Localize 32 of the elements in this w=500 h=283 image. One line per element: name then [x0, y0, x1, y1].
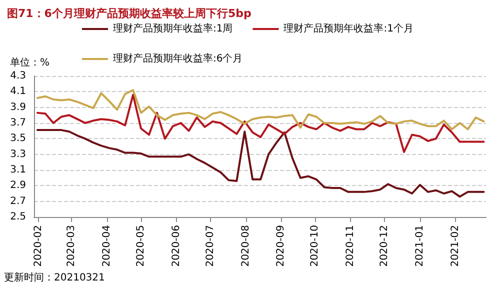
x-tick-label: 2020-07: [204, 225, 216, 267]
legend-label: 理财产品预期年收益率:6个月: [113, 52, 243, 64]
chart-title: 图71：6个月理财产品预期收益率较上周下行5bp: [7, 7, 252, 20]
x-tick-label: 2020-12: [379, 225, 390, 267]
y-tick-label: 3.1: [10, 164, 26, 176]
line-series: [36, 129, 485, 198]
x-tick-label: 2020-08: [240, 225, 252, 267]
legend-label: 理财产品预期年收益率:1个月: [284, 22, 414, 34]
x-tick-label: 2020-10: [310, 225, 321, 267]
x-tick-label: 2021-01: [414, 225, 426, 267]
x-tick-label: 2020-02: [33, 225, 44, 267]
y-tick-label: 2.5: [10, 212, 26, 222]
x-tick-label: 2020-03: [66, 225, 78, 267]
x-tick-label: 2021-02: [450, 225, 461, 267]
y-tick-label: 3.5: [10, 133, 26, 144]
x-tick-label: 2020-06: [170, 225, 182, 267]
y-tick-label: 3.7: [10, 118, 26, 128]
line-series: [36, 94, 485, 153]
y-tick-label: 4.1: [10, 86, 26, 98]
text: 更新时间：20210321: [4, 272, 105, 283]
y-axis-title: 单位：%: [10, 56, 50, 68]
legend-label: 理财产品预期年收益率:1周: [113, 22, 233, 34]
x-tick-label: 2020-11: [345, 225, 356, 267]
line-series: [36, 89, 485, 130]
y-tick-label: 2.9: [10, 180, 26, 192]
y-tick-label: 3.3: [10, 148, 26, 160]
x-tick-label: 2020-05: [136, 225, 147, 267]
x-tick-label: 2020-04: [101, 225, 112, 267]
y-tick-label: 3.9: [10, 102, 26, 113]
x-tick-label: 2020-09: [276, 225, 287, 267]
y-tick-label: 2.7: [10, 196, 26, 207]
y-tick-label: 4.3: [10, 70, 26, 82]
